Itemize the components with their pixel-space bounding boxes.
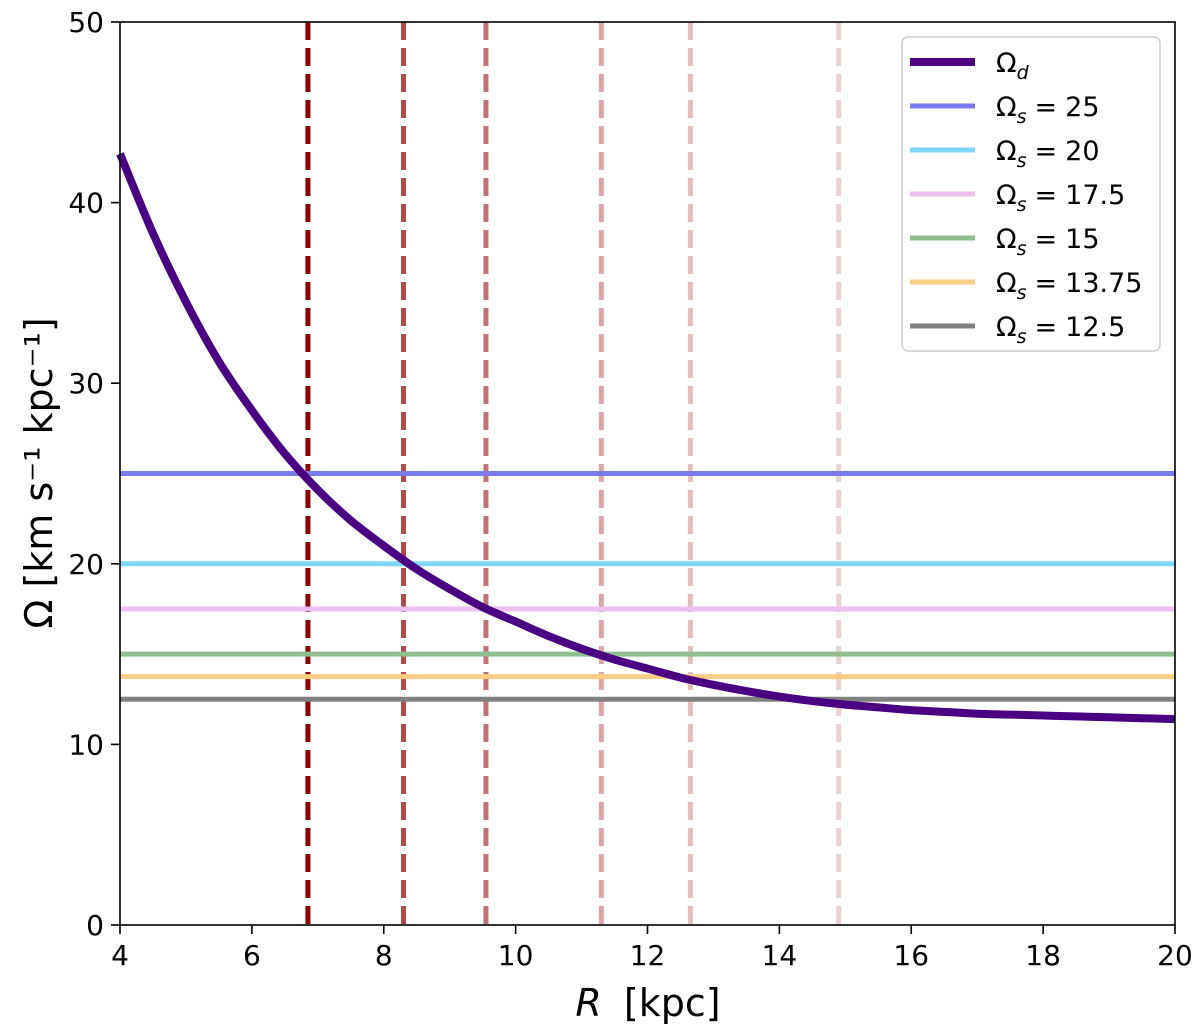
legend-entry-omega-s-3: Ωs = 17.5 — [910, 180, 1125, 216]
legend-entry-omega-s-6: Ωs = 12.5 — [910, 312, 1125, 348]
y-tick-label: 30 — [68, 367, 104, 400]
legend-label: Ωs = 15 — [996, 224, 1100, 260]
x-tick-label: 18 — [1025, 939, 1061, 972]
x-axis-variable: R — [575, 981, 601, 1025]
x-tick-label: 6 — [243, 939, 261, 972]
legend-entry-omega-s-5: Ωs = 13.75 — [910, 268, 1142, 304]
legend-entry-omega-d: Ωd — [910, 48, 1030, 84]
legend-box — [901, 36, 1161, 352]
y-axis-ticks: 0 10 20 30 40 50 — [68, 6, 120, 942]
x-tick-label: 8 — [375, 939, 393, 972]
legend-label: Ωs = 17.5 — [996, 180, 1125, 216]
x-axis-ticks: 4 6 8 10 12 14 16 18 20 — [111, 925, 1193, 972]
legend-label: Ωs = 12.5 — [996, 312, 1125, 348]
legend-label: Ωd — [996, 48, 1030, 84]
legend-label: Ωs = 25 — [996, 92, 1100, 128]
x-axis-label: R [kpc] — [575, 981, 720, 1025]
omega-d-curve — [116, 152, 1176, 724]
x-axis-unit: [kpc] — [624, 981, 721, 1025]
y-tick-label: 0 — [86, 909, 104, 942]
legend-label: Ωs = 13.75 — [996, 268, 1142, 304]
legend-entry-omega-s-2: Ωs = 20 — [910, 136, 1100, 172]
x-tick-label: 16 — [893, 939, 929, 972]
x-tick-label: 4 — [111, 939, 129, 972]
legend-entry-omega-s-4: Ωs = 15 — [910, 224, 1100, 260]
y-axis-label: Ω [km s⁻¹ kpc⁻¹] — [17, 317, 61, 628]
legend-label: Ωs = 20 — [996, 136, 1100, 172]
y-tick-label: 40 — [68, 187, 104, 220]
pattern-speed-lines-group — [120, 471, 1175, 702]
y-tick-label: 20 — [68, 548, 104, 581]
y-tick-label: 10 — [68, 728, 104, 761]
x-tick-label: 12 — [630, 939, 666, 972]
x-tick-label: 20 — [1157, 939, 1193, 972]
x-tick-label: 10 — [498, 939, 534, 972]
y-tick-label: 50 — [68, 6, 104, 39]
legend: Ωd Ωs = 25 Ωs = 20 Ωs = 17.5 Ωs = 15 Ωs = 13.75 Ωs = 12.5 — [901, 36, 1161, 352]
legend-entry-omega-s-1: Ωs = 25 — [910, 92, 1100, 128]
x-tick-label: 14 — [762, 939, 798, 972]
